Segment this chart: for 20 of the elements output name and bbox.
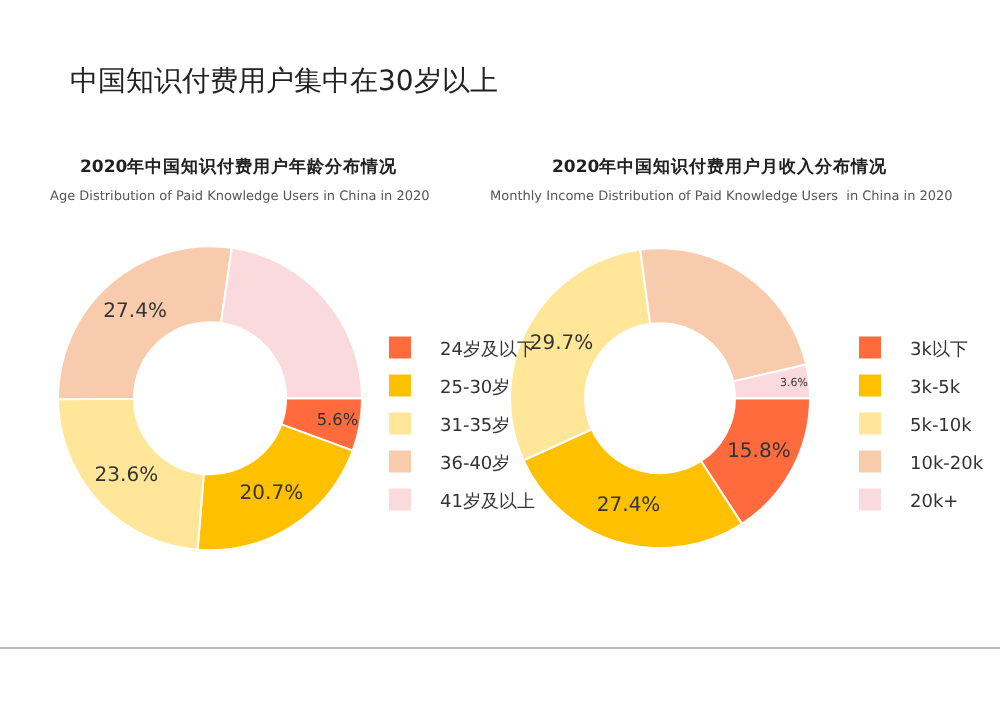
legend-label: 20k+: [910, 492, 959, 513]
chart-title: 2020年中国知识付费用户年龄分布情况: [80, 156, 400, 178]
legend-label: 24岁及以下: [440, 338, 535, 361]
data-label: 29.7%: [529, 332, 594, 355]
legend-label: 10k-20k: [910, 454, 985, 475]
data-label: 27.4%: [596, 495, 661, 518]
data-label: 27.4%: [103, 301, 167, 324]
data-label: 20.7%: [239, 483, 304, 506]
data-label: 23.6%: [94, 464, 159, 487]
legend-label: 3k-5k: [910, 378, 962, 399]
legend-label: 41岁及以上: [440, 490, 535, 513]
legend-label: 3k以下: [910, 338, 968, 361]
text: 中国知识付费用户集中在30岁以上: [70, 66, 498, 98]
data-label: 15.8%: [727, 440, 791, 463]
legend-label: 36-40岁: [440, 452, 511, 475]
legend-label: 5k-10k: [910, 416, 974, 437]
chart-title: 2020年中国知识付费用户月收入分布情况: [552, 156, 890, 178]
data-label: 5.6%: [316, 408, 359, 429]
legend-label: 31-35岁: [440, 414, 511, 437]
legend-label: 25-30岁: [440, 376, 511, 399]
